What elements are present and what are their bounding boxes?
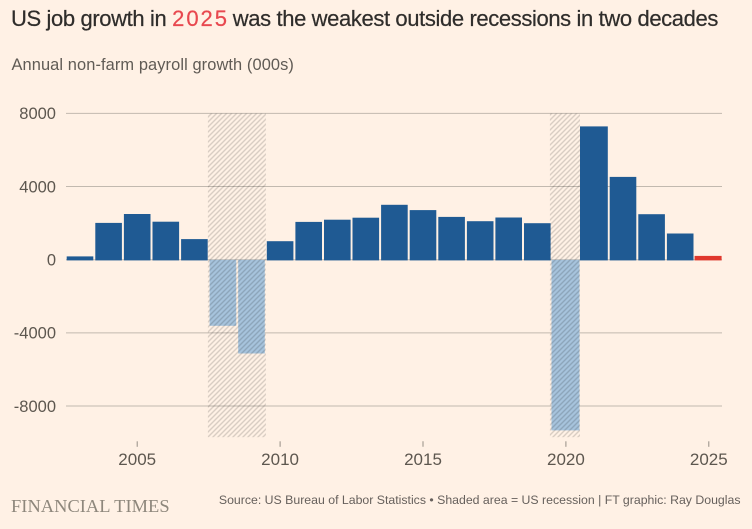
svg-text:-8000: -8000: [14, 398, 56, 416]
svg-text:2020: 2020: [547, 450, 585, 469]
svg-text:2025: 2025: [690, 450, 728, 469]
svg-text:-4000: -4000: [14, 325, 56, 343]
svg-text:2010: 2010: [261, 450, 299, 469]
svg-text:4000: 4000: [19, 178, 56, 196]
svg-text:2005: 2005: [118, 450, 156, 469]
svg-text:0: 0: [47, 252, 56, 270]
svg-text:2015: 2015: [404, 450, 442, 469]
svg-text:8000: 8000: [19, 105, 56, 123]
